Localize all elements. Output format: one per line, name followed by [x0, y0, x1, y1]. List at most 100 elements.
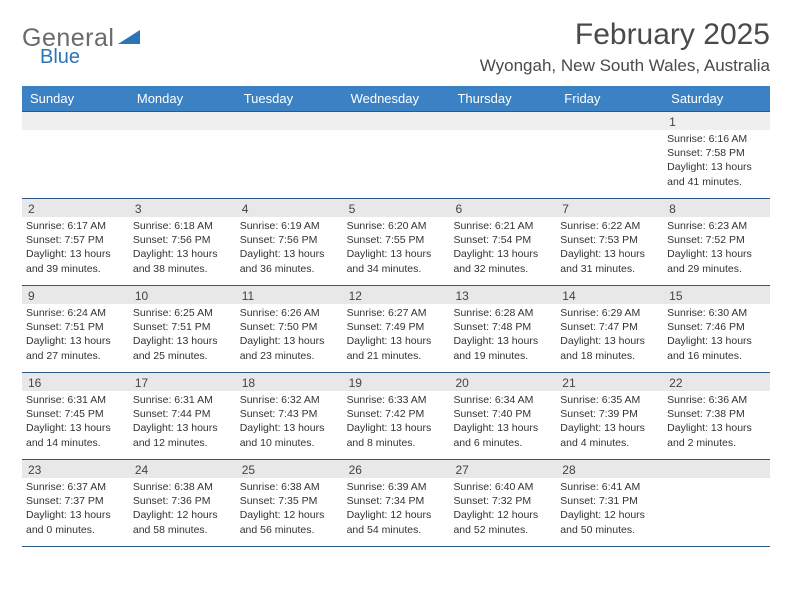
day-cell: 5Sunrise: 6:20 AMSunset: 7:55 PMDaylight… [343, 199, 450, 285]
day-body: Sunrise: 6:37 AMSunset: 7:37 PMDaylight:… [22, 478, 129, 541]
day-body: Sunrise: 6:40 AMSunset: 7:32 PMDaylight:… [449, 478, 556, 541]
weekday-friday: Friday [556, 86, 663, 111]
day-cell: 14Sunrise: 6:29 AMSunset: 7:47 PMDayligh… [556, 286, 663, 372]
day-number: 6 [449, 199, 556, 217]
day-body: Sunrise: 6:32 AMSunset: 7:43 PMDaylight:… [236, 391, 343, 454]
day-body: Sunrise: 6:20 AMSunset: 7:55 PMDaylight:… [343, 217, 450, 280]
day-cell: 27Sunrise: 6:40 AMSunset: 7:32 PMDayligh… [449, 460, 556, 546]
day-number: 20 [449, 373, 556, 391]
day-cell: 11Sunrise: 6:26 AMSunset: 7:50 PMDayligh… [236, 286, 343, 372]
logo-triangle-icon [118, 26, 140, 49]
daylight-text: Daylight: 13 hours and 39 minutes. [26, 247, 125, 275]
daylight-text: Daylight: 13 hours and 2 minutes. [667, 421, 766, 449]
daylight-text: Daylight: 12 hours and 52 minutes. [453, 508, 552, 536]
day-body: Sunrise: 6:35 AMSunset: 7:39 PMDaylight:… [556, 391, 663, 454]
location: Wyongah, New South Wales, Australia [480, 56, 770, 76]
daylight-text: Daylight: 13 hours and 27 minutes. [26, 334, 125, 362]
sunrise-text: Sunrise: 6:39 AM [347, 480, 446, 494]
day-cell: 7Sunrise: 6:22 AMSunset: 7:53 PMDaylight… [556, 199, 663, 285]
calendar: Sunday Monday Tuesday Wednesday Thursday… [22, 86, 770, 547]
sunset-text: Sunset: 7:48 PM [453, 320, 552, 334]
day-number [236, 112, 343, 130]
day-cell: 16Sunrise: 6:31 AMSunset: 7:45 PMDayligh… [22, 373, 129, 459]
day-body: Sunrise: 6:17 AMSunset: 7:57 PMDaylight:… [22, 217, 129, 280]
sunset-text: Sunset: 7:42 PM [347, 407, 446, 421]
sunset-text: Sunset: 7:35 PM [240, 494, 339, 508]
day-cell [556, 112, 663, 198]
day-cell: 23Sunrise: 6:37 AMSunset: 7:37 PMDayligh… [22, 460, 129, 546]
day-cell: 1Sunrise: 6:16 AMSunset: 7:58 PMDaylight… [663, 112, 770, 198]
daylight-text: Daylight: 13 hours and 32 minutes. [453, 247, 552, 275]
daylight-text: Daylight: 13 hours and 25 minutes. [133, 334, 232, 362]
sunset-text: Sunset: 7:47 PM [560, 320, 659, 334]
sunrise-text: Sunrise: 6:37 AM [26, 480, 125, 494]
sunrise-text: Sunrise: 6:20 AM [347, 219, 446, 233]
day-body: Sunrise: 6:19 AMSunset: 7:56 PMDaylight:… [236, 217, 343, 280]
day-body: Sunrise: 6:28 AMSunset: 7:48 PMDaylight:… [449, 304, 556, 367]
day-cell [343, 112, 450, 198]
day-number [663, 460, 770, 478]
sunrise-text: Sunrise: 6:27 AM [347, 306, 446, 320]
sunset-text: Sunset: 7:39 PM [560, 407, 659, 421]
day-body [129, 130, 236, 136]
day-number [449, 112, 556, 130]
day-body [343, 130, 450, 136]
sunset-text: Sunset: 7:54 PM [453, 233, 552, 247]
sunrise-text: Sunrise: 6:23 AM [667, 219, 766, 233]
sunrise-text: Sunrise: 6:21 AM [453, 219, 552, 233]
daylight-text: Daylight: 13 hours and 41 minutes. [667, 160, 766, 188]
sunset-text: Sunset: 7:38 PM [667, 407, 766, 421]
day-cell: 17Sunrise: 6:31 AMSunset: 7:44 PMDayligh… [129, 373, 236, 459]
day-body: Sunrise: 6:31 AMSunset: 7:45 PMDaylight:… [22, 391, 129, 454]
sunrise-text: Sunrise: 6:38 AM [133, 480, 232, 494]
day-body: Sunrise: 6:22 AMSunset: 7:53 PMDaylight:… [556, 217, 663, 280]
day-body: Sunrise: 6:41 AMSunset: 7:31 PMDaylight:… [556, 478, 663, 541]
sunset-text: Sunset: 7:40 PM [453, 407, 552, 421]
day-cell [663, 460, 770, 546]
daylight-text: Daylight: 13 hours and 19 minutes. [453, 334, 552, 362]
day-cell: 21Sunrise: 6:35 AMSunset: 7:39 PMDayligh… [556, 373, 663, 459]
day-number: 2 [22, 199, 129, 217]
day-number [129, 112, 236, 130]
sunrise-text: Sunrise: 6:19 AM [240, 219, 339, 233]
day-number: 27 [449, 460, 556, 478]
day-number: 19 [343, 373, 450, 391]
day-number: 21 [556, 373, 663, 391]
day-cell: 26Sunrise: 6:39 AMSunset: 7:34 PMDayligh… [343, 460, 450, 546]
daylight-text: Daylight: 13 hours and 38 minutes. [133, 247, 232, 275]
day-body [449, 130, 556, 136]
day-number: 13 [449, 286, 556, 304]
sunset-text: Sunset: 7:43 PM [240, 407, 339, 421]
sunset-text: Sunset: 7:55 PM [347, 233, 446, 247]
day-cell: 22Sunrise: 6:36 AMSunset: 7:38 PMDayligh… [663, 373, 770, 459]
day-number: 25 [236, 460, 343, 478]
day-body: Sunrise: 6:25 AMSunset: 7:51 PMDaylight:… [129, 304, 236, 367]
daylight-text: Daylight: 13 hours and 14 minutes. [26, 421, 125, 449]
sunset-text: Sunset: 7:36 PM [133, 494, 232, 508]
header: General February 2025 Wyongah, New South… [22, 18, 770, 76]
daylight-text: Daylight: 12 hours and 50 minutes. [560, 508, 659, 536]
daylight-text: Daylight: 12 hours and 54 minutes. [347, 508, 446, 536]
day-body: Sunrise: 6:23 AMSunset: 7:52 PMDaylight:… [663, 217, 770, 280]
day-body: Sunrise: 6:21 AMSunset: 7:54 PMDaylight:… [449, 217, 556, 280]
logo-word2: Blue [40, 46, 80, 69]
sunset-text: Sunset: 7:46 PM [667, 320, 766, 334]
sunrise-text: Sunrise: 6:17 AM [26, 219, 125, 233]
daylight-text: Daylight: 12 hours and 58 minutes. [133, 508, 232, 536]
day-cell: 28Sunrise: 6:41 AMSunset: 7:31 PMDayligh… [556, 460, 663, 546]
day-cell [449, 112, 556, 198]
sunset-text: Sunset: 7:44 PM [133, 407, 232, 421]
daylight-text: Daylight: 13 hours and 21 minutes. [347, 334, 446, 362]
weekday-wednesday: Wednesday [343, 86, 450, 111]
day-number: 1 [663, 112, 770, 130]
day-body: Sunrise: 6:18 AMSunset: 7:56 PMDaylight:… [129, 217, 236, 280]
day-body [663, 478, 770, 484]
day-number: 12 [343, 286, 450, 304]
daylight-text: Daylight: 13 hours and 18 minutes. [560, 334, 659, 362]
sunrise-text: Sunrise: 6:40 AM [453, 480, 552, 494]
daylight-text: Daylight: 13 hours and 10 minutes. [240, 421, 339, 449]
day-body: Sunrise: 6:16 AMSunset: 7:58 PMDaylight:… [663, 130, 770, 193]
day-number: 9 [22, 286, 129, 304]
sunrise-text: Sunrise: 6:33 AM [347, 393, 446, 407]
day-cell: 13Sunrise: 6:28 AMSunset: 7:48 PMDayligh… [449, 286, 556, 372]
